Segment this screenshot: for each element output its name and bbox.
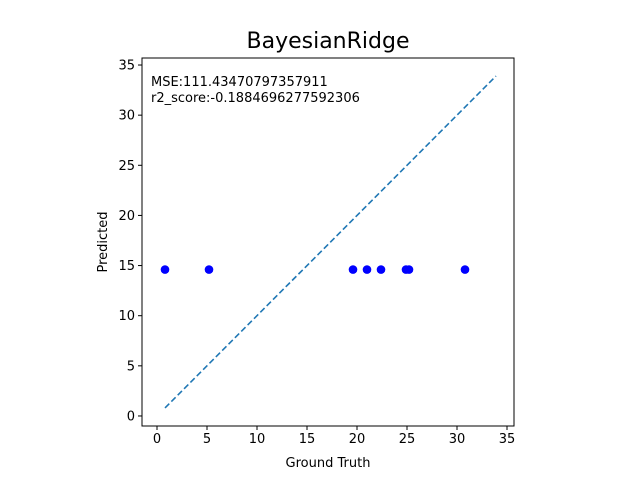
x-axis-label: Ground Truth [286,456,371,471]
y-tick-label: 0 [127,409,135,424]
data-point [160,265,170,274]
y-tick-label: 15 [118,259,135,274]
data-point [348,265,358,274]
x-tick-label: 30 [449,432,466,447]
y-tick-label: 25 [118,159,135,174]
scatter-points [160,265,470,274]
y-tick-label: 30 [118,109,135,124]
y-tick-label: 10 [118,309,135,324]
data-point [404,265,414,274]
data-point [376,265,386,274]
data-point [362,265,372,274]
y-axis-label: Predicted [96,211,111,272]
x-tick-label: 0 [153,432,161,447]
diagonal-line-group [164,75,497,409]
diagonal-reference-line [164,75,497,409]
x-tick-label: 5 [203,432,211,447]
x-tick-label: 25 [399,432,416,447]
axis-ticks: 0 5 10 15 20 25 30 35 0 5 10 15 20 25 30 35 [118,59,515,447]
y-tick-label: 5 [127,359,135,374]
y-tick-label: 35 [118,59,135,74]
chart-title: BayesianRidge [247,29,410,54]
x-tick-label: 10 [249,432,266,447]
data-point [460,265,470,274]
x-tick-label: 15 [299,432,316,447]
plot-frame [141,57,515,427]
data-point [204,265,214,274]
annotation-mse: MSE:111.43470797357911 [151,75,328,90]
x-tick-label: 20 [349,432,366,447]
y-tick-label: 20 [118,209,135,224]
annotation-r2: r2_score:-0.1884696277592306 [151,91,360,106]
x-tick-label: 35 [499,432,516,447]
